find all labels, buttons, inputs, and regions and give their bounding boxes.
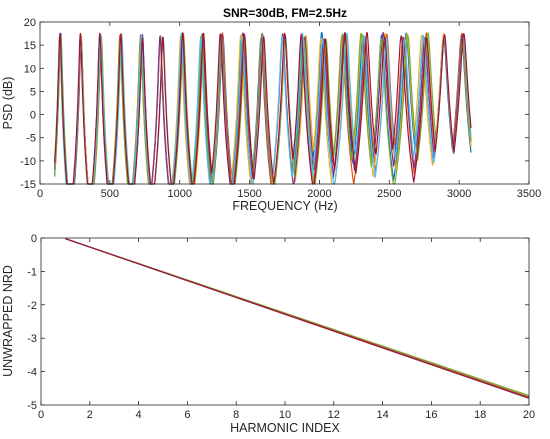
nrd-x-axis-label: HARMONIC INDEX: [230, 421, 340, 435]
nrd-x-tick-label: 16: [425, 409, 437, 421]
psd-x-tick-label: 0: [37, 188, 43, 200]
psd-y-tick-label: -15: [20, 179, 36, 191]
nrd-x-tick-label: 8: [233, 409, 239, 421]
psd-y-tick-label: 15: [24, 40, 36, 52]
psd-x-tick-label: 2500: [377, 188, 401, 200]
nrd-y-tick-label: 0: [31, 233, 37, 245]
nrd-plot-area: [65, 238, 530, 399]
nrd-y-tick-label: -5: [27, 400, 37, 412]
nrd-x-tick-label: 20: [523, 409, 535, 421]
nrd-x-tick-label: 10: [279, 409, 291, 421]
psd-y-axis-label: PSD (dB): [1, 77, 15, 130]
nrd-x-tick-label: 6: [184, 409, 190, 421]
nrd-x-tick-label: 0: [38, 409, 44, 421]
psd-x-tick-label: 500: [101, 188, 119, 200]
nrd-series-line: [65, 238, 530, 399]
psd-y-tick-label: 5: [30, 86, 36, 98]
psd-y-tick-label: -5: [26, 133, 36, 145]
psd-series-line: [54, 32, 472, 185]
top-chart-title: SNR=30dB, FM=2.5Hz: [223, 6, 347, 20]
psd-y-tick-label: 10: [24, 63, 36, 75]
nrd-axes-box: [40, 237, 530, 406]
nrd-x-tick-label: 14: [376, 409, 388, 421]
psd-y-tick-label: 0: [30, 110, 36, 122]
psd-x-tick-label: 2000: [307, 188, 331, 200]
nrd-ticks: 0 2 4 6 8 10 12 14 16 18 20 -5 -4 -3 -2 -1 0: [27, 233, 535, 421]
psd-x-tick-label: 3500: [517, 188, 541, 200]
psd-plot-area: [54, 31, 472, 185]
nrd-x-tick-label: 2: [87, 409, 93, 421]
psd-series-line: [54, 32, 472, 185]
nrd-x-tick-label: 12: [328, 409, 340, 421]
nrd-y-tick-label: -2: [27, 300, 37, 312]
nrd-y-tick-label: -1: [27, 266, 37, 278]
psd-y-tick-label: 20: [24, 17, 36, 29]
nrd-y-axis-label: UNWRAPPED NRD: [1, 265, 15, 377]
psd-x-tick-label: 3000: [447, 188, 471, 200]
nrd-y-tick-label: -3: [27, 333, 37, 345]
nrd-x-tick-label: 4: [136, 409, 142, 421]
psd-y-tick-label: -10: [20, 156, 36, 168]
psd-ticks: 0 500 1000 1500 2000 2500 3000 3500 -15 -10 -5 0 5 10…: [20, 17, 541, 200]
psd-series-line: [54, 32, 472, 185]
psd-axes-box: [39, 21, 530, 185]
nrd-x-tick-label: 18: [474, 409, 486, 421]
psd-x-tick-label: 1500: [237, 188, 261, 200]
psd-x-axis-label: FREQUENCY (Hz): [232, 199, 337, 213]
psd-x-tick-label: 1000: [167, 188, 191, 200]
nrd-y-tick-label: -4: [27, 367, 37, 379]
